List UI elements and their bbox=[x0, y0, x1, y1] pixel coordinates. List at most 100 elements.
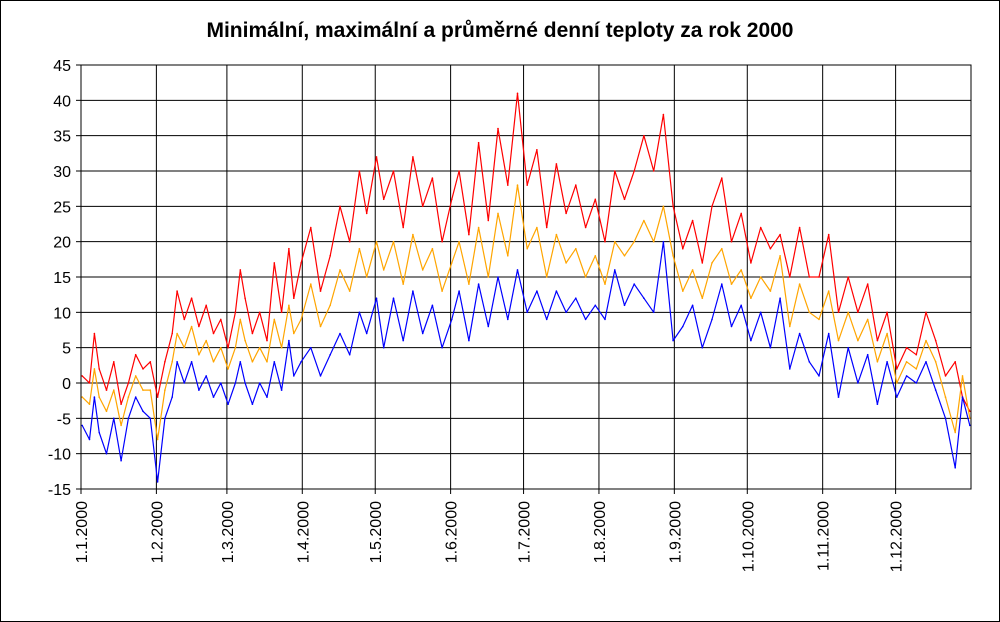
data-point bbox=[944, 396, 947, 398]
data-point bbox=[545, 276, 548, 278]
data-point bbox=[280, 389, 283, 391]
data-point bbox=[227, 403, 229, 406]
data-point bbox=[808, 361, 811, 363]
data-point bbox=[516, 269, 519, 271]
data-point bbox=[701, 262, 704, 264]
data-point bbox=[798, 332, 801, 335]
y-tick-label: 25 bbox=[53, 199, 71, 216]
x-tick-label: 1.9.2000 bbox=[667, 501, 684, 563]
data-point bbox=[329, 255, 332, 257]
y-tick-label: 10 bbox=[53, 305, 71, 322]
data-point bbox=[98, 368, 100, 370]
data-point bbox=[730, 240, 733, 243]
data-point bbox=[441, 290, 443, 292]
data-point bbox=[740, 212, 742, 215]
data-point bbox=[220, 346, 222, 349]
data-point bbox=[458, 240, 460, 243]
data-point bbox=[81, 424, 83, 427]
data-point bbox=[614, 269, 616, 271]
data-point bbox=[886, 332, 888, 335]
data-point bbox=[280, 311, 283, 314]
data-point bbox=[925, 361, 927, 363]
data-point bbox=[220, 318, 222, 321]
data-point bbox=[759, 311, 762, 314]
data-point bbox=[652, 311, 655, 314]
data-point bbox=[886, 311, 888, 314]
data-point bbox=[662, 113, 665, 116]
series-line bbox=[81, 241, 971, 483]
x-tick-label: 1.7.2000 bbox=[517, 501, 534, 563]
data-point bbox=[555, 290, 558, 292]
data-point bbox=[156, 438, 159, 441]
data-point bbox=[905, 375, 908, 377]
data-point bbox=[497, 127, 499, 130]
data-point bbox=[239, 318, 242, 321]
data-point bbox=[925, 311, 927, 314]
data-point bbox=[176, 361, 178, 363]
data-point bbox=[604, 318, 606, 321]
data-point bbox=[93, 396, 96, 398]
data-point bbox=[431, 177, 434, 179]
data-point bbox=[310, 226, 312, 229]
data-point bbox=[251, 403, 254, 406]
x-tick-label: 1.11.2000 bbox=[816, 501, 833, 571]
data-point bbox=[536, 149, 538, 151]
data-point bbox=[954, 431, 956, 434]
data-point bbox=[516, 184, 519, 186]
data-point bbox=[81, 375, 83, 377]
data-point bbox=[227, 368, 229, 370]
data-point bbox=[412, 156, 414, 158]
data-point bbox=[798, 226, 801, 229]
data-point bbox=[584, 276, 587, 278]
data-point bbox=[643, 219, 645, 222]
data-point bbox=[827, 332, 830, 335]
data-point bbox=[876, 339, 879, 342]
data-point bbox=[691, 304, 694, 307]
data-point bbox=[134, 396, 137, 398]
data-point bbox=[701, 346, 704, 349]
data-point bbox=[633, 170, 635, 172]
data-point bbox=[149, 417, 152, 420]
data-point bbox=[944, 375, 947, 377]
grid-layer bbox=[80, 64, 971, 490]
data-point bbox=[293, 297, 295, 300]
data-point bbox=[88, 382, 91, 384]
data-point bbox=[847, 311, 849, 314]
data-point bbox=[319, 325, 322, 328]
data-point bbox=[575, 247, 577, 250]
data-point bbox=[779, 297, 781, 300]
data-point bbox=[866, 318, 869, 321]
x-tick-label: 1.5.2000 bbox=[368, 501, 385, 563]
data-point bbox=[212, 361, 215, 363]
series-1 bbox=[81, 92, 971, 413]
data-point bbox=[614, 240, 616, 243]
data-point bbox=[127, 396, 130, 398]
data-point bbox=[258, 382, 261, 384]
data-point bbox=[837, 311, 840, 314]
data-point bbox=[382, 269, 385, 271]
data-point bbox=[258, 346, 261, 349]
data-point bbox=[339, 269, 341, 271]
data-point bbox=[98, 431, 100, 434]
data-point bbox=[105, 410, 108, 413]
data-point bbox=[198, 325, 200, 328]
data-point bbox=[251, 332, 254, 335]
data-point bbox=[164, 417, 166, 420]
data-point bbox=[818, 318, 820, 321]
data-point bbox=[886, 361, 888, 363]
data-point bbox=[507, 184, 509, 186]
x-tick-label: 1.8.2000 bbox=[592, 501, 609, 563]
data-point bbox=[164, 361, 166, 363]
data-point bbox=[273, 318, 276, 321]
x-tick-label: 1.2.2000 bbox=[149, 501, 166, 563]
data-point bbox=[431, 247, 434, 250]
data-point bbox=[487, 219, 490, 222]
data-point bbox=[468, 233, 470, 236]
data-point bbox=[142, 410, 144, 413]
data-point bbox=[113, 389, 115, 391]
data-point bbox=[672, 339, 674, 342]
data-point bbox=[827, 290, 830, 292]
data-point bbox=[441, 240, 443, 243]
data-point bbox=[905, 361, 908, 363]
data-point bbox=[156, 481, 159, 483]
